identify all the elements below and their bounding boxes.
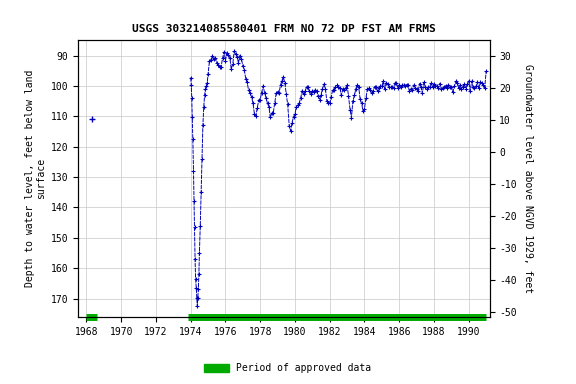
Y-axis label: Depth to water level, feet below land
surface: Depth to water level, feet below land su…: [25, 70, 46, 287]
Legend: Period of approved data: Period of approved data: [200, 359, 376, 377]
Y-axis label: Groundwater level above NGVD 1929, feet: Groundwater level above NGVD 1929, feet: [522, 64, 532, 293]
Title: USGS 303214085580401 FRM NO 72 DP FST AM FRMS: USGS 303214085580401 FRM NO 72 DP FST AM…: [132, 24, 435, 34]
